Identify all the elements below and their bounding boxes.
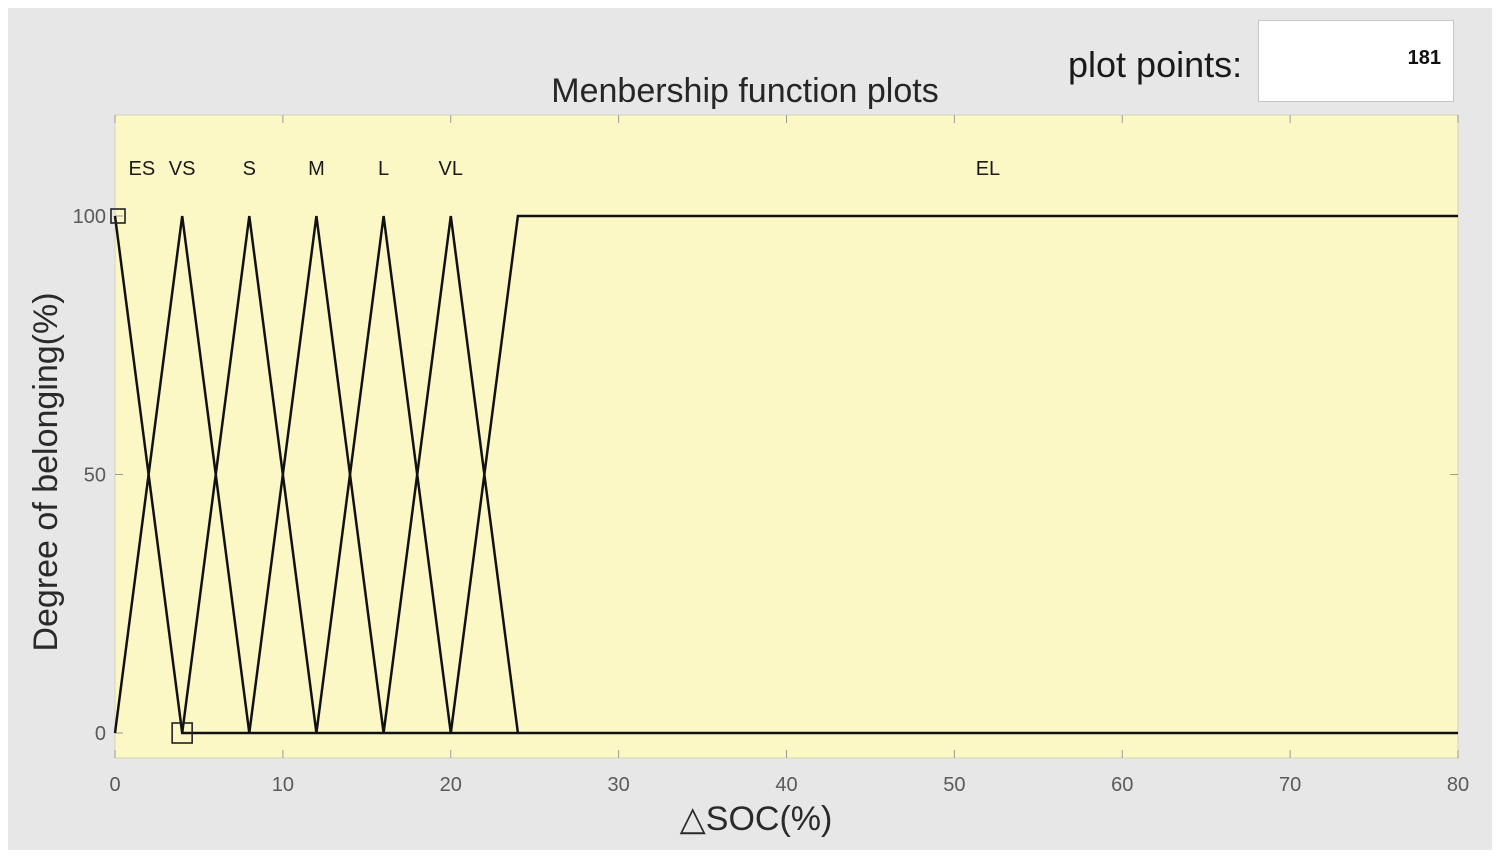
y-axis-title: Degree of belonging(%) <box>27 292 65 651</box>
mf-label-es: ES <box>129 158 156 180</box>
y-tick-label-0: 0 <box>95 723 106 745</box>
mf-label-m: M <box>308 158 325 180</box>
mf-line-m <box>248 215 385 734</box>
mf-line-vs <box>113 215 251 734</box>
y-tick-label-2: 100 <box>73 206 106 228</box>
mf-label-s: S <box>243 158 256 180</box>
plot-points-label: plot points: <box>1068 44 1243 85</box>
chart-title: Menbership function plots <box>551 72 938 110</box>
x-tick-label-1: 10 <box>272 774 294 796</box>
x-tick-label-4: 40 <box>775 774 797 796</box>
x-tick-label-2: 20 <box>440 774 462 796</box>
mf-line-vl <box>382 215 520 734</box>
mf-line-l <box>315 215 453 734</box>
y-tick-label-1: 50 <box>84 465 106 487</box>
x-tick-label-7: 70 <box>1279 774 1301 796</box>
x-tick-label-5: 50 <box>943 774 965 796</box>
mf-line-s <box>180 215 318 734</box>
selection-marker-0 <box>110 208 126 224</box>
mf-label-el: EL <box>976 158 1000 180</box>
x-axis-title: △SOC(%) <box>680 800 833 838</box>
x-tick-label-6: 60 <box>1111 774 1133 796</box>
mf-label-vl: VL <box>439 158 463 180</box>
selection-marker-1 <box>171 722 193 744</box>
plot-area: 0 10 20 30 40 50 60 70 80 0 50 100 ES VS S M L VL EL <box>73 114 1469 796</box>
plot-points-input[interactable]: 181 <box>1258 20 1454 102</box>
x-tick-label-8: 80 <box>1447 774 1469 796</box>
plot-background <box>114 114 1459 759</box>
mf-label-vs: VS <box>169 158 196 180</box>
mf-line-el <box>449 214 1458 734</box>
x-tick-label-0: 0 <box>109 774 120 796</box>
mf-label-l: L <box>378 158 389 180</box>
x-tick-label-3: 30 <box>608 774 630 796</box>
